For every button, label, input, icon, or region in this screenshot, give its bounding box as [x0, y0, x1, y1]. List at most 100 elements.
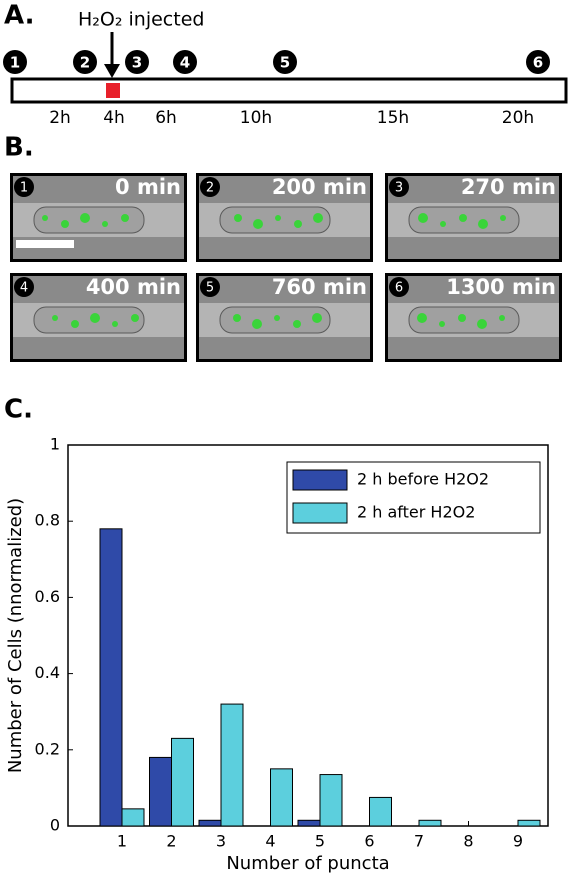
bar: [369, 796, 392, 827]
puncta: [102, 221, 108, 227]
tile-number: 3: [395, 181, 403, 196]
time-label: 20h: [502, 108, 534, 128]
injection-marker: [106, 83, 120, 98]
puncta: [234, 214, 242, 222]
panel-label: A.: [4, 1, 34, 31]
bar: [220, 703, 244, 827]
time-label: 10h: [240, 108, 272, 128]
puncta: [52, 315, 58, 321]
tile-number: 5: [206, 281, 214, 296]
puncta: [458, 314, 466, 322]
tile-number: 1: [20, 181, 28, 196]
x-axis-label: Number of puncta: [226, 853, 389, 874]
legend-swatch: [292, 502, 348, 524]
y-tick-label: 0.8: [35, 511, 60, 530]
puncta: [500, 215, 506, 221]
y-axis-label: Number of Cells (nnormalized): [5, 498, 26, 773]
x-tick-label: 7: [414, 832, 424, 851]
puncta: [274, 315, 280, 321]
bar: [270, 768, 293, 827]
x-tick-label: 6: [364, 832, 374, 851]
puncta: [417, 313, 427, 323]
cell: [33, 306, 145, 334]
bar: [99, 528, 123, 827]
tile-number: 6: [395, 281, 403, 296]
puncta: [477, 319, 487, 329]
y-tick-label: 0: [50, 816, 60, 835]
bar: [297, 819, 321, 827]
puncta: [439, 321, 445, 327]
puncta: [293, 320, 301, 328]
tile-time: 760 min: [272, 275, 367, 299]
bar: [149, 756, 172, 827]
x-tick-label: 2: [166, 832, 176, 851]
x-tick-label: 4: [265, 832, 275, 851]
puncta: [418, 213, 428, 223]
tile-number-circle: [14, 277, 34, 297]
tile-number: 2: [206, 181, 214, 196]
bar: [418, 819, 442, 827]
tile-time: 400 min: [86, 275, 181, 299]
puncta: [253, 219, 263, 229]
tile-number-circle: [200, 277, 220, 297]
tile-number: 4: [20, 281, 28, 296]
bar: [319, 774, 343, 827]
puncta: [61, 220, 69, 228]
marker-circle: [3, 50, 27, 74]
y-tick-label: 1: [50, 435, 60, 454]
marker-number: 1: [10, 54, 20, 72]
annotation: H₂O₂ injected: [78, 9, 204, 31]
marker-circle: [125, 50, 149, 74]
puncta: [499, 315, 505, 321]
legend-swatch: [292, 469, 348, 491]
tile-number-circle: [14, 177, 34, 197]
bar: [198, 819, 222, 827]
legend-label: 2 h after H2O2: [357, 503, 475, 522]
x-tick-label: 3: [216, 832, 226, 851]
marker-circle: [173, 50, 197, 74]
x-tick-label: 9: [513, 832, 523, 851]
time-label: 15h: [377, 108, 409, 128]
tile-time: 0 min: [115, 175, 181, 199]
x-tick-label: 8: [463, 832, 473, 851]
panel-label: B.: [4, 133, 34, 163]
puncta: [90, 313, 100, 323]
time-label: 4h: [103, 108, 125, 128]
bar: [171, 737, 194, 827]
time-label: 2h: [49, 108, 71, 128]
puncta: [233, 314, 241, 322]
marker-circle: [273, 50, 297, 74]
tile-number-circle: [389, 177, 409, 197]
scale-bar: [16, 240, 74, 248]
puncta: [275, 215, 281, 221]
puncta: [478, 219, 488, 229]
marker-number: 3: [132, 54, 142, 72]
puncta: [112, 321, 118, 327]
puncta: [313, 213, 323, 223]
tile-time: 270 min: [461, 175, 556, 199]
puncta: [131, 314, 139, 322]
puncta: [121, 214, 129, 222]
legend-label: 2 h before H2O2: [357, 470, 489, 489]
marker-number: 4: [180, 54, 190, 72]
marker-number: 6: [533, 54, 543, 72]
bar: [121, 808, 145, 827]
puncta: [71, 320, 79, 328]
arrow-head: [104, 64, 120, 78]
tile-number-circle: [389, 277, 409, 297]
y-tick-label: 0.4: [35, 663, 60, 682]
tile-time: 1300 min: [446, 275, 556, 299]
marker-circle: [526, 50, 550, 74]
marker-number: 2: [80, 54, 90, 72]
tile-number-circle: [200, 177, 220, 197]
marker-number: 5: [280, 54, 290, 72]
bar: [517, 819, 541, 827]
y-tick-label: 0.2: [35, 739, 60, 758]
marker-circle: [73, 50, 97, 74]
panel-label: C.: [4, 395, 33, 425]
timeline: [10, 77, 568, 104]
puncta: [252, 319, 262, 329]
puncta: [294, 220, 302, 228]
x-tick-label: 1: [117, 832, 127, 851]
puncta: [440, 221, 446, 227]
